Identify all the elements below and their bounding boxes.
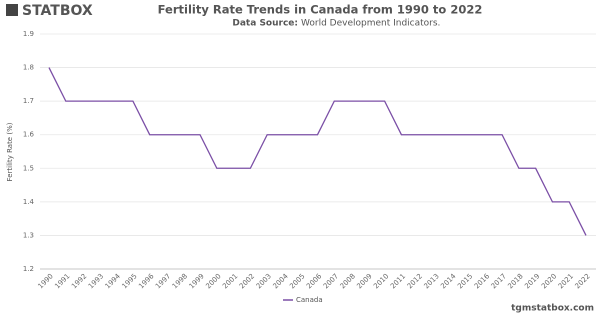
x-tick-label: 2002: [238, 272, 256, 290]
x-tick-label: 2009: [355, 272, 373, 290]
x-tick-label: 1997: [154, 272, 172, 290]
source-label: Data Source:: [232, 19, 298, 29]
x-tick-label: 2007: [322, 272, 340, 290]
x-tick-label: 2018: [506, 272, 524, 290]
source: World Development Indicators.: [301, 19, 440, 29]
x-tick-label: 2014: [439, 272, 458, 291]
x-tick-label: 2013: [423, 272, 441, 290]
x-tick-label: 2004: [272, 272, 291, 291]
x-tick-label: 2008: [339, 272, 357, 290]
x-tick-label: 2006: [305, 272, 324, 291]
y-tick-label: 1.9: [23, 30, 34, 38]
x-tick-label: 1992: [70, 272, 88, 290]
x-tick-label: 2011: [389, 272, 407, 290]
x-tick-label: 2022: [574, 272, 592, 290]
y-tick-label: 1.7: [23, 97, 34, 105]
x-tick-label: 2005: [288, 272, 306, 290]
x-tick-label: 2001: [221, 272, 239, 290]
logo: STATBOX: [22, 3, 93, 19]
x-tick-label: 1996: [137, 272, 156, 291]
y-tick-label: 1.6: [23, 131, 35, 139]
legend-label: Canada: [296, 296, 323, 304]
x-tick-label: 1993: [87, 272, 105, 290]
x-tick-label: 2010: [372, 272, 390, 290]
chart-title: Fertility Rate Trends in Canada from 199…: [158, 3, 483, 17]
y-tick-label: 1.8: [23, 64, 34, 72]
x-tick-label: 1991: [53, 272, 71, 290]
y-tick-label: 1.3: [23, 231, 34, 239]
y-tick-label: 1.5: [23, 164, 34, 172]
x-tick-label: 1994: [104, 272, 123, 291]
y-tick-label: 1.4: [23, 198, 35, 206]
y-axis-label: Fertility Rate (%): [6, 122, 14, 181]
x-tick-label: 2021: [557, 272, 575, 290]
x-tick-label: 2020: [540, 272, 558, 290]
watermark: tgmstatbox.com: [511, 304, 594, 314]
x-tick-label: 2016: [473, 272, 492, 291]
y-tick-label: 1.2: [23, 265, 34, 273]
x-tick-label: 1999: [188, 272, 206, 290]
x-tick-label: 2012: [406, 272, 424, 290]
x-tick-label: 2019: [523, 272, 541, 290]
x-tick-label: 1998: [171, 272, 189, 290]
x-tick-label: 2000: [204, 272, 222, 290]
x-tick-label: 2003: [255, 272, 273, 290]
logo-icon: [6, 4, 18, 16]
data-line: [48, 67, 587, 236]
x-tick-label: 2017: [490, 272, 508, 290]
x-tick-label: 1990: [37, 272, 55, 290]
x-tick-label: 1995: [120, 272, 138, 290]
x-tick-label: 2015: [456, 272, 474, 290]
